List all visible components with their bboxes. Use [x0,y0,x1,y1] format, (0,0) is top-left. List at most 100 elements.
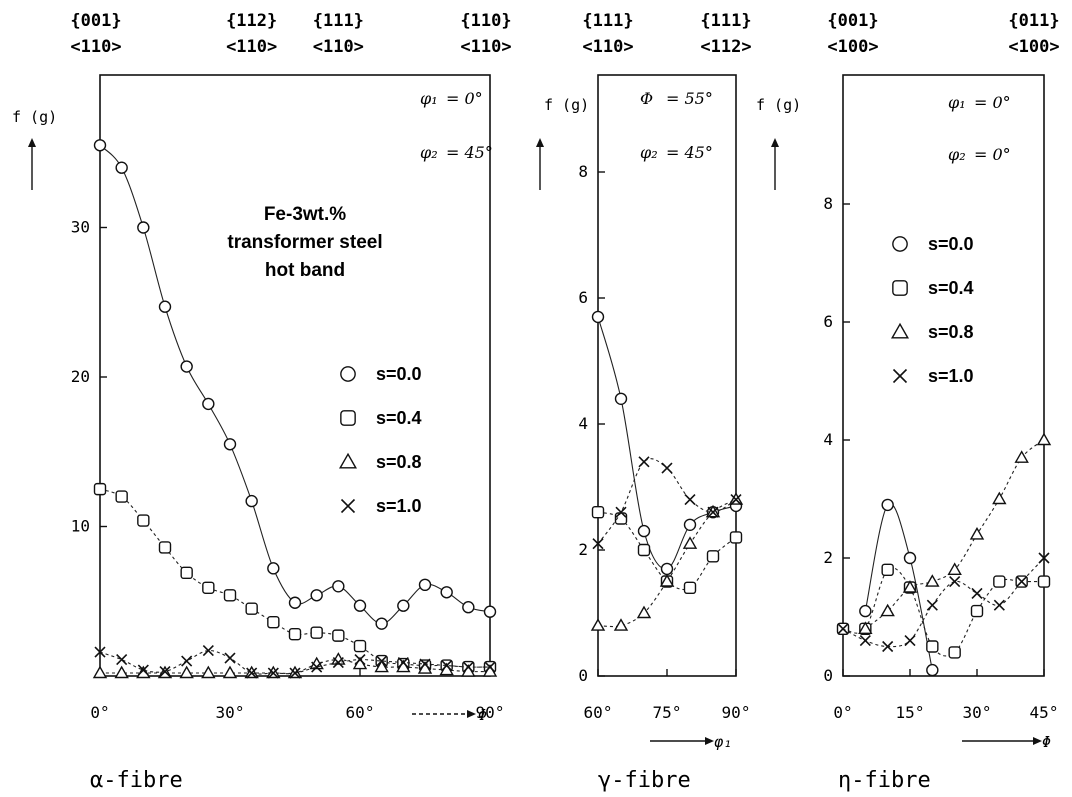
eta-fibre-series-line-s00 [864,502,933,671]
alpha-fibre-data-point-square [288,627,302,641]
gamma-fibre-y-tick-label: 6 [578,288,588,307]
alpha-fibre-orientation-hkl: {111} [313,11,364,31]
eta-fibre-data-point-cross [971,587,983,599]
alpha-fibre-legend-label: s=0.4 [376,408,422,428]
eta-fibre-series-line-s10 [842,557,1045,648]
eta-fibre-data-point-square [881,563,894,576]
alpha-fibre-data-point-cross [267,667,279,679]
eta-fibre-y-tick-label: 4 [823,430,833,449]
alpha-fibre-data-point-cross [116,653,128,666]
gamma-fibre-y-tick-label: 0 [578,666,588,685]
alpha-fibre-legend-marker-triangle [338,452,358,469]
gamma-fibre-param-value: = 55° [666,89,713,108]
alpha-fibre-data-point-triangle [222,665,238,679]
eta-fibre-data-point-circle [881,498,894,512]
gamma-fibre-orientation-uvw: <110> [582,37,633,57]
alpha-fibre-data-point-circle [332,580,345,593]
alpha-fibre-annotation-line: hot band [265,260,345,281]
alpha-fibre-data-point-circle [180,360,193,373]
gamma-fibre-data-point-circle [660,562,674,576]
gamma-fibre-data-point-square [729,531,743,544]
alpha-fibre-data-point-triangle [114,665,129,679]
eta-fibre-data-point-cross [926,599,938,611]
alpha-fibre-data-point-triangle [179,665,194,679]
gamma-fibre-data-point-triangle [636,605,652,619]
eta-fibre-data-point-square [993,575,1006,588]
alpha-fibre-data-point-square [93,482,107,496]
alpha-fibre-param-symbol: φ₁ [420,89,438,108]
alpha-fibre-x-axis-label: Φ [478,706,487,724]
eta-fibre-y-arrow-head [771,138,779,147]
alpha-fibre-data-point-square [267,615,280,629]
eta-fibre-legend-marker-triangle [890,322,910,339]
gamma-fibre-data-point-circle [637,524,651,538]
eta-fibre-orientation-uvw: <100> [827,37,878,57]
eta-fibre-legend-label: s=1.0 [928,366,974,386]
gamma-fibre-y-tick-label: 8 [578,162,588,181]
eta-fibre-fibre-label: η-fibre [838,768,931,793]
alpha-fibre-data-point-cross [484,661,496,673]
gamma-fibre-data-point-square [637,543,651,557]
eta-fibre-x-axis-label: Φ [1042,733,1051,751]
eta-fibre-data-point-triangle [1014,450,1029,463]
alpha-fibre-data-point-triangle [374,659,389,673]
gamma-fibre-fibre-label: γ-fibre [598,768,691,793]
gamma-fibre-data-point-cross [661,462,673,474]
alpha-fibre-data-point-square [223,589,237,602]
alpha-fibre-legend-marker-circle [340,366,356,382]
gamma-fibre-data-point-square [706,550,720,563]
alpha-fibre-orientation-hkl: {112} [226,11,277,31]
alpha-fibre-data-point-cross [202,645,214,657]
gamma-fibre-orientation-hkl: {111} [582,11,633,31]
eta-fibre-data-point-cross [859,635,871,647]
eta-fibre-data-point-cross [904,635,916,647]
alpha-fibre-data-point-cross [137,664,149,676]
gamma-fibre-data-point-cross [638,456,650,468]
gamma-fibre-x-arrow-head [705,737,714,745]
eta-fibre-data-point-cross [1038,552,1050,564]
alpha-fibre-data-point-square [158,541,172,554]
alpha-fibre-data-point-cross [397,656,409,669]
alpha-fibre-data-point-square [180,566,193,580]
alpha-fibre-y-arrow-head [28,138,36,147]
gamma-fibre-orientation-uvw: <112> [700,37,751,57]
alpha-fibre-param-value: = 0° [446,89,483,108]
gamma-fibre-x-tick-label: 75° [653,703,682,722]
alpha-fibre-data-point-circle [418,578,432,592]
alpha-fibre-data-point-circle [440,586,453,599]
gamma-fibre-y-arrow-head [536,138,544,147]
alpha-fibre-data-point-cross [94,646,106,658]
eta-fibre-data-point-triangle [858,621,873,634]
gamma-fibre-param-symbol: φ₂ [640,143,658,162]
alpha-fibre-param-value: = 45° [446,143,493,162]
alpha-fibre-data-point-triangle [92,665,108,679]
eta-fibre-orientation-hkl: {001} [827,11,878,31]
eta-fibre-data-point-circle [859,604,872,618]
alpha-fibre-data-point-circle [353,599,367,612]
gamma-fibre-x-tick-label: 90° [722,703,751,722]
gamma-fibre-data-point-cross [707,506,719,518]
eta-fibre-data-point-triangle [902,580,918,593]
alpha-fibre-data-point-square [353,639,367,653]
eta-fibre-y-tick-label: 0 [823,666,833,685]
eta-fibre-legend-marker-circle [892,236,908,252]
alpha-fibre-data-point-circle [483,605,497,618]
eta-fibre-x-tick-label: 30° [963,703,992,722]
eta-fibre-y-tick-label: 8 [823,194,833,213]
alpha-fibre-data-point-circle [202,397,215,411]
alpha-fibre-data-point-circle [267,562,280,575]
alpha-fibre-orientation-hkl: {110} [460,11,511,31]
eta-fibre-orientation-uvw: <100> [1008,37,1059,57]
alpha-fibre-data-point-cross [311,661,323,673]
eta-fibre-param-value: = 0° [974,145,1011,164]
alpha-fibre-data-point-cross [419,658,431,670]
alpha-fibre-data-point-circle [93,139,107,152]
alpha-fibre-param-symbol: φ₂ [420,143,438,162]
alpha-fibre-data-point-square [137,514,150,527]
alpha-fibre-data-point-circle [158,300,172,313]
eta-fibre-y-axis-label: f (g) [756,96,801,114]
gamma-fibre-param-value: = 45° [666,143,713,162]
alpha-fibre-data-point-cross [441,659,453,672]
eta-fibre-data-point-square [1037,575,1051,588]
